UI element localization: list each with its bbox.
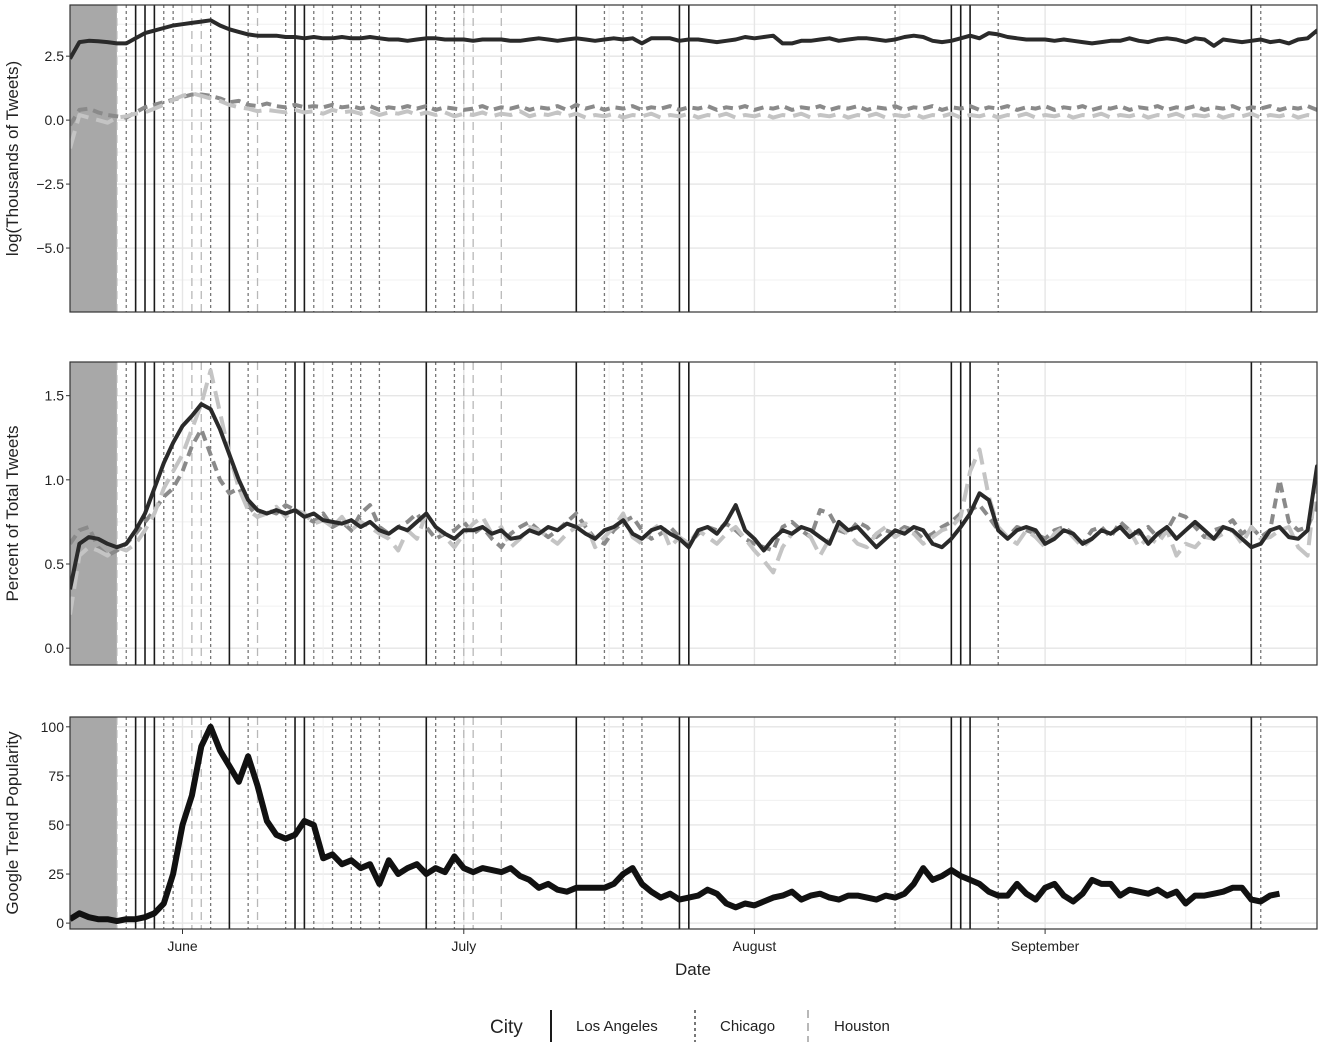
y-tick-label: 0.0 [45, 112, 65, 128]
x-axis-title: Date [675, 960, 711, 979]
panel-3: 0 25 50 75 100 Google Trend Popularity [3, 716, 1318, 931]
legend-title: City [490, 1017, 523, 1038]
x-axis: June July August September [167, 929, 1080, 954]
y-tick-label: 25 [48, 866, 64, 882]
panel-border [69, 4, 1318, 313]
shaded-period [70, 362, 117, 665]
y-axis-title: Google Trend Popularity [3, 731, 22, 915]
panel-2: 0.0 0.5 1.0 1.5 Percent of Total Tweets [3, 361, 1318, 666]
series-line-houston [70, 91, 1317, 149]
y-tick-label: −5.0 [36, 240, 64, 256]
legend-label-los-angeles: Los Angeles [576, 1018, 658, 1035]
x-tick-label: June [167, 938, 198, 954]
series-line-los-angeles [70, 402, 1317, 590]
y-tick-label: 75 [48, 768, 64, 784]
y-tick-label: 1.0 [45, 472, 65, 488]
x-tick-label: September [1011, 938, 1080, 954]
legend: City Los Angeles Chicago Houston [490, 1010, 890, 1042]
legend-label-chicago: Chicago [720, 1018, 775, 1035]
series-line-los-angeles [70, 723, 1281, 925]
y-tick-label: 0.0 [45, 640, 65, 656]
y-tick-label: 1.5 [45, 388, 65, 404]
legend-label-houston: Houston [834, 1018, 890, 1035]
y-tick-label: 50 [48, 817, 64, 833]
panel-border [69, 716, 1318, 930]
y-tick-label: −2.5 [36, 176, 64, 192]
y-tick-label: 0.5 [45, 556, 65, 572]
y-axis-title: Percent of Total Tweets [3, 425, 22, 601]
y-tick-label: 2.5 [45, 48, 65, 64]
series-line-chicago [70, 92, 1317, 127]
panel-border [69, 361, 1318, 666]
panel-1: −5.0 −2.5 0.0 2.5 log(Thousands of Tweets) [3, 4, 1318, 313]
series-line-los-angeles [70, 18, 1317, 60]
y-tick-label: 100 [41, 719, 65, 735]
x-tick-label: August [733, 938, 777, 954]
y-axis-title: log(Thousands of Tweets) [3, 61, 22, 256]
shaded-period [70, 5, 117, 312]
shaded-period [70, 717, 117, 929]
x-tick-label: July [451, 938, 476, 954]
y-tick-label: 0 [56, 915, 64, 931]
